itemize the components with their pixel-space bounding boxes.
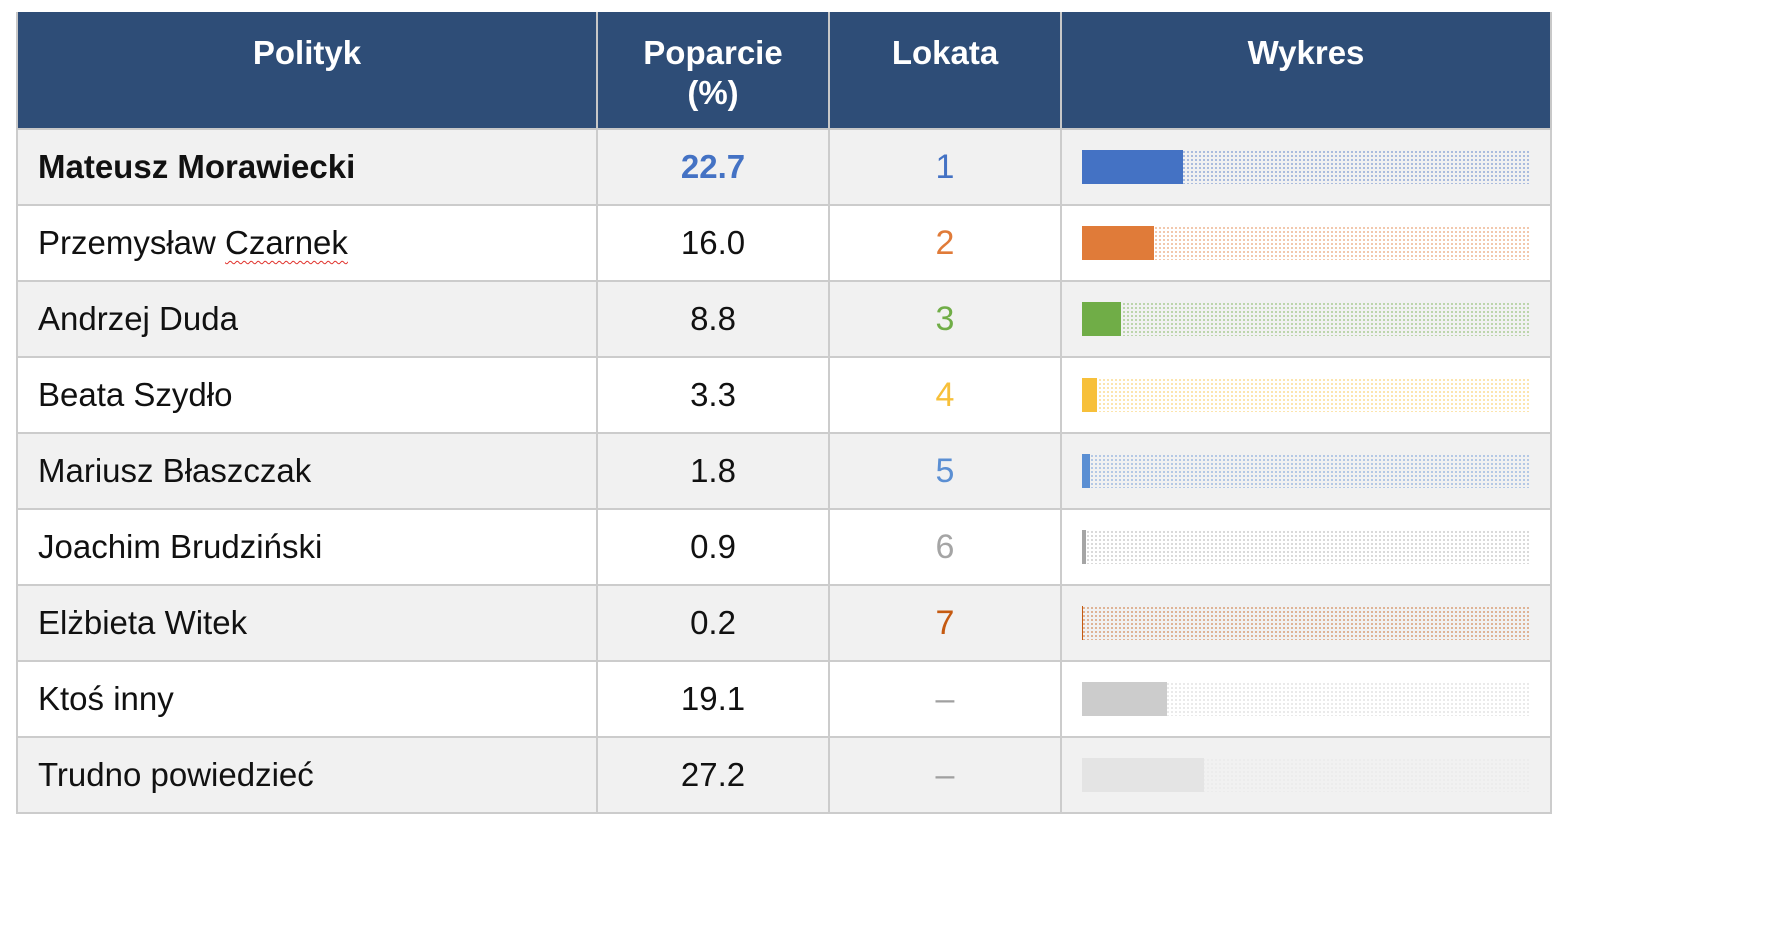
header-row: Polityk Poparcie (%) Lokata Wykres — [16, 12, 1552, 130]
support-value: 16.0 — [596, 204, 830, 282]
support-value: 22.7 — [596, 128, 830, 206]
table-row: Joachim Brudziński 0.9 6 — [16, 508, 1552, 586]
bar-background — [1082, 606, 1529, 640]
politician-name-text: Ktoś inny — [38, 680, 174, 717]
table-row: Ktoś inny 19.1– — [16, 660, 1552, 738]
bar-fill — [1082, 302, 1122, 336]
politician-name: Przemysław Czarnek — [16, 204, 598, 282]
bar-cell — [1060, 280, 1552, 358]
header-chart: Wykres — [1060, 12, 1552, 130]
politician-name-text: Joachim Brudziński — [38, 528, 323, 565]
bar-track — [1082, 302, 1529, 336]
bar-background — [1082, 530, 1529, 564]
bar-fill — [1082, 378, 1097, 412]
rank-value: 2 — [828, 204, 1062, 282]
bar-cell — [1060, 736, 1552, 814]
rank-value: 4 — [828, 356, 1062, 434]
table-row: Trudno powiedzieć 27.2– — [16, 736, 1552, 814]
header-support-line2: (%) — [687, 74, 739, 111]
rank-value: 1 — [828, 128, 1062, 206]
politician-name: Beata Szydło — [16, 356, 598, 434]
bar-cell — [1060, 508, 1552, 586]
bar-track — [1082, 454, 1529, 488]
politician-name-text: Trudno powiedzieć — [38, 756, 314, 793]
bar-cell — [1060, 432, 1552, 510]
bar-cell — [1060, 128, 1552, 206]
bar-track — [1082, 150, 1529, 184]
bar-cell — [1060, 356, 1552, 434]
politician-name-text: Mariusz Błaszczak — [38, 452, 312, 489]
bar-fill — [1082, 606, 1083, 640]
politician-name: Elżbieta Witek — [16, 584, 598, 662]
support-table: Polityk Poparcie (%) Lokata Wykres Mateu… — [16, 12, 1552, 814]
table-row: Andrzej Duda 8.8 3 — [16, 280, 1552, 358]
header-politician: Polityk — [16, 12, 598, 130]
support-value: 1.8 — [596, 432, 830, 510]
rank-value: 5 — [828, 432, 1062, 510]
bar-cell — [1060, 584, 1552, 662]
politician-name: Mariusz Błaszczak — [16, 432, 598, 510]
bar-track — [1082, 682, 1529, 716]
politician-name: Joachim Brudziński — [16, 508, 598, 586]
bar-background — [1082, 226, 1529, 260]
header-support: Poparcie (%) — [596, 12, 830, 130]
table-row: Elżbieta Witek 0.2 7 — [16, 584, 1552, 662]
bar-track — [1082, 530, 1529, 564]
support-value: 0.2 — [596, 584, 830, 662]
bar-fill — [1082, 150, 1184, 184]
bar-track — [1082, 758, 1529, 792]
table-body: Mateusz Morawiecki 22.7 1 Przemysław Czarne… — [16, 128, 1552, 814]
bar-fill — [1082, 226, 1154, 260]
bar-cell — [1060, 660, 1552, 738]
bar-cell — [1060, 204, 1552, 282]
politician-name: Andrzej Duda — [16, 280, 598, 358]
bar-fill — [1082, 682, 1168, 716]
header-support-line1: Poparcie — [643, 34, 783, 71]
rank-value: 6 — [828, 508, 1062, 586]
bar-track — [1082, 226, 1529, 260]
rank-value: 3 — [828, 280, 1062, 358]
bar-fill — [1082, 530, 1087, 564]
support-value: 0.9 — [596, 508, 830, 586]
rank-value: – — [828, 660, 1062, 738]
bar-background — [1082, 302, 1529, 336]
politician-name-text: Beata Szydło — [38, 376, 233, 413]
bar-track — [1082, 378, 1529, 412]
table-row: Mariusz Błaszczak 1.8 5 — [16, 432, 1552, 510]
table-row: Beata Szydło 3.3 4 — [16, 356, 1552, 434]
politician-name-text: Elżbieta Witek — [38, 604, 248, 641]
rank-value: – — [828, 736, 1062, 814]
politician-name: Trudno powiedzieć — [16, 736, 598, 814]
support-value: 27.2 — [596, 736, 830, 814]
support-value: 19.1 — [596, 660, 830, 738]
bar-background — [1082, 454, 1529, 488]
rank-value: 7 — [828, 584, 1062, 662]
bar-fill — [1082, 758, 1204, 792]
politician-name: Ktoś inny — [16, 660, 598, 738]
bar-track — [1082, 606, 1529, 640]
table-row: Przemysław Czarnek 16.0 2 — [16, 204, 1552, 282]
politician-name: Mateusz Morawiecki — [16, 128, 598, 206]
bar-fill — [1082, 454, 1091, 488]
header-rank: Lokata — [828, 12, 1062, 130]
politician-name-text: Andrzej Duda — [38, 300, 238, 337]
support-value: 8.8 — [596, 280, 830, 358]
politician-name-text: Mateusz Morawiecki — [38, 148, 356, 185]
support-table-container: Polityk Poparcie (%) Lokata Wykres Mateu… — [16, 12, 1552, 814]
bar-background — [1082, 378, 1529, 412]
table-row: Mateusz Morawiecki 22.7 1 — [16, 128, 1552, 206]
support-value: 3.3 — [596, 356, 830, 434]
